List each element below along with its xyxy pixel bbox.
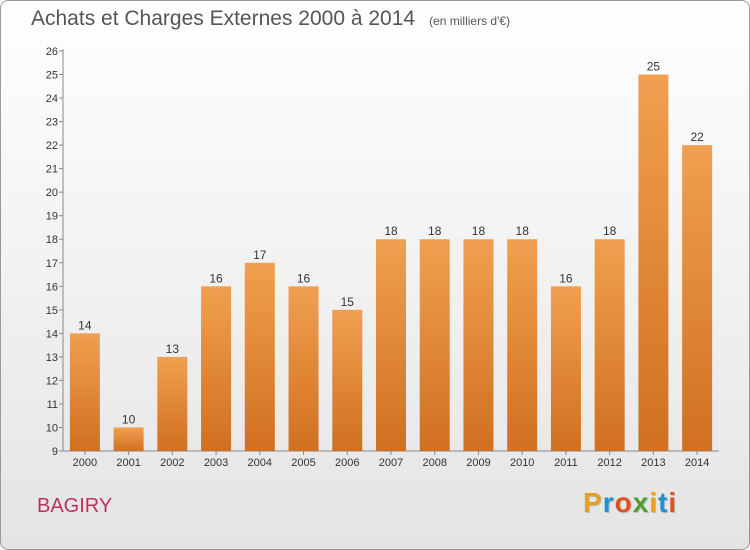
brand-letter: i xyxy=(649,487,659,518)
brand-letter: P xyxy=(583,487,603,518)
chart-subtitle: (en milliers d'€) xyxy=(429,14,511,28)
y-tick-label: 24 xyxy=(46,93,58,105)
brand-letter: r xyxy=(602,487,615,518)
brand-letter: i xyxy=(668,487,678,518)
bar xyxy=(594,239,625,451)
bar xyxy=(244,262,275,451)
y-tick-label: 17 xyxy=(46,258,58,270)
data-label: 18 xyxy=(603,224,617,238)
bar xyxy=(201,286,232,451)
data-label: 25 xyxy=(647,60,661,74)
x-tick-label: 2014 xyxy=(685,457,709,469)
data-label: 13 xyxy=(166,342,180,356)
data-label: 16 xyxy=(559,271,573,285)
x-tick-label: 2005 xyxy=(291,457,315,469)
y-tick-label: 18 xyxy=(46,234,58,246)
y-tick-label: 22 xyxy=(46,140,58,152)
brand-letter: x xyxy=(632,487,650,518)
data-label: 18 xyxy=(472,224,486,238)
x-tick-label: 2001 xyxy=(116,457,140,469)
bar xyxy=(463,239,494,451)
data-label: 18 xyxy=(384,224,398,238)
brand-letter: t xyxy=(658,487,669,518)
y-tick-label: 16 xyxy=(46,281,58,293)
y-tick-label: 10 xyxy=(46,422,58,434)
data-label: 22 xyxy=(690,130,704,144)
x-tick-label: 2008 xyxy=(422,457,446,469)
y-tick-label: 9 xyxy=(52,446,58,458)
y-tick-label: 25 xyxy=(46,70,58,82)
data-label: 10 xyxy=(122,412,136,426)
y-tick-label: 26 xyxy=(46,46,58,58)
y-tick-label: 15 xyxy=(46,305,58,317)
bar xyxy=(69,333,100,451)
data-label: 18 xyxy=(516,224,530,238)
chart-title: Achats et Charges Externes 2000 à 2014 xyxy=(31,7,416,30)
bar xyxy=(157,356,188,451)
bar xyxy=(507,239,538,451)
x-tick-label: 2007 xyxy=(379,457,403,469)
x-tick-label: 2011 xyxy=(554,457,578,469)
data-label: 14 xyxy=(78,318,92,332)
y-tick-label: 11 xyxy=(47,399,58,411)
x-tick-label: 2003 xyxy=(204,457,228,469)
title-row: Achats et Charges Externes 2000 à 2014 (… xyxy=(31,7,510,31)
x-tick-label: 2000 xyxy=(73,457,97,469)
bar xyxy=(419,239,450,451)
y-tick-label: 12 xyxy=(46,375,58,387)
bars xyxy=(69,74,713,451)
data-label: 17 xyxy=(253,248,267,262)
x-tick-label: 2006 xyxy=(335,457,359,469)
brand-logo: Proxiti xyxy=(583,487,677,519)
data-label: 16 xyxy=(209,271,223,285)
y-tick-label: 14 xyxy=(46,328,58,340)
x-tick-label: 2012 xyxy=(597,457,621,469)
commune-name: BAGIRY xyxy=(37,495,113,517)
x-tick-label: 2002 xyxy=(160,457,184,469)
bar xyxy=(288,286,319,451)
x-tick-label: 2010 xyxy=(510,457,534,469)
y-tick-label: 19 xyxy=(46,211,58,223)
bar xyxy=(113,427,144,451)
x-tick-label: 2013 xyxy=(641,457,665,469)
brand-letter: o xyxy=(614,487,633,518)
x-tick-label: 2009 xyxy=(466,457,490,469)
data-label: 16 xyxy=(297,271,311,285)
bar xyxy=(682,145,713,451)
data-label: 18 xyxy=(428,224,442,238)
data-label: 15 xyxy=(341,295,355,309)
y-tick-label: 23 xyxy=(46,117,58,129)
bar xyxy=(550,286,581,451)
y-tick-label: 13 xyxy=(46,352,58,364)
bar xyxy=(376,239,406,451)
y-tick-label: 21 xyxy=(46,164,58,176)
bar xyxy=(638,74,669,451)
y-tick-label: 20 xyxy=(46,187,58,199)
x-tick-label: 2004 xyxy=(248,457,272,469)
value-labels: 14 10 13 16 17 16 15 18 18 18 18 16 18 25 22 xyxy=(78,60,704,427)
bar xyxy=(332,309,363,451)
